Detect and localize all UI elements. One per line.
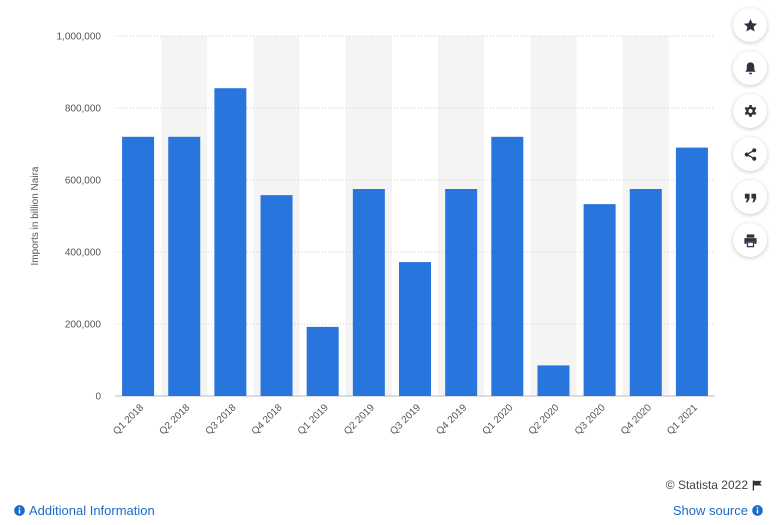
x-tick-label: Q4 2019 <box>434 402 469 437</box>
y-axis-label: Imports in billion Naira <box>30 166 41 265</box>
y-tick-label: 400,000 <box>65 248 102 259</box>
x-tick-label: Q4 2020 <box>619 402 654 437</box>
settings-button[interactable] <box>733 94 767 128</box>
additional-information-link[interactable]: Additional Information <box>14 503 155 518</box>
column-band <box>530 36 577 396</box>
print-button[interactable] <box>733 223 767 257</box>
bar[interactable] <box>260 195 293 396</box>
bar[interactable] <box>491 136 524 397</box>
info-icon <box>752 505 763 516</box>
flag-icon <box>752 479 762 491</box>
y-tick-label: 1,000,000 <box>57 32 102 43</box>
x-tick-label: Q1 2018 <box>111 402 146 437</box>
bars <box>122 88 708 397</box>
bar[interactable] <box>583 204 616 396</box>
footer: Additional Information Show source <box>0 500 781 522</box>
x-tick-label: Q1 2020 <box>481 402 516 437</box>
print-icon <box>743 233 757 247</box>
x-tick-label: Q1 2021 <box>665 402 700 437</box>
info-icon <box>14 505 25 516</box>
bar[interactable] <box>168 136 201 397</box>
share-icon <box>744 147 756 161</box>
bar[interactable] <box>445 189 478 396</box>
x-tick-label: Q2 2020 <box>527 402 562 437</box>
bar[interactable] <box>629 189 662 396</box>
y-tick-label: 200,000 <box>65 320 102 331</box>
bar[interactable] <box>352 189 385 396</box>
x-tick-label: Q1 2019 <box>296 402 331 437</box>
x-tick-label: Q3 2019 <box>388 402 423 437</box>
cite-button[interactable] <box>733 180 767 214</box>
bar[interactable] <box>122 136 155 397</box>
star-icon <box>743 18 757 31</box>
gear-icon <box>744 104 756 117</box>
share-button[interactable] <box>733 137 767 171</box>
x-tick-label: Q2 2018 <box>157 402 192 437</box>
side-toolbar <box>733 8 767 257</box>
x-tick-label: Q2 2019 <box>342 402 377 437</box>
bell-icon <box>744 61 756 74</box>
x-tick-label: Q4 2018 <box>250 402 285 437</box>
quote-icon <box>744 193 756 202</box>
bar[interactable] <box>675 147 708 396</box>
y-tick-label: 0 <box>95 392 101 403</box>
x-tick-label: Q3 2018 <box>204 402 239 437</box>
bar[interactable] <box>537 365 570 396</box>
x-tick-label: Q3 2020 <box>573 402 608 437</box>
show-source-label: Show source <box>672 503 748 518</box>
notification-button[interactable] <box>733 51 767 85</box>
y-tick-label: 800,000 <box>65 104 102 115</box>
x-axis-labels: Q1 2018 Q2 2018 Q3 2018 Q4 2018 Q1 2019 Q2 20… <box>111 402 700 437</box>
bar[interactable] <box>214 88 247 396</box>
additional-information-label: Additional Information <box>29 503 155 518</box>
y-axis-ticks: 0 200,000 400,000 600,000 800,000 1,000,000 <box>57 32 102 403</box>
show-source-link[interactable]: Show source <box>673 503 763 518</box>
copyright: © Statista 2022 <box>666 478 763 492</box>
copyright-text: © Statista 2022 <box>665 478 748 492</box>
bar[interactable] <box>399 262 431 396</box>
bar[interactable] <box>306 326 339 396</box>
bookmark-button[interactable] <box>733 8 767 42</box>
y-tick-label: 600,000 <box>65 176 102 187</box>
